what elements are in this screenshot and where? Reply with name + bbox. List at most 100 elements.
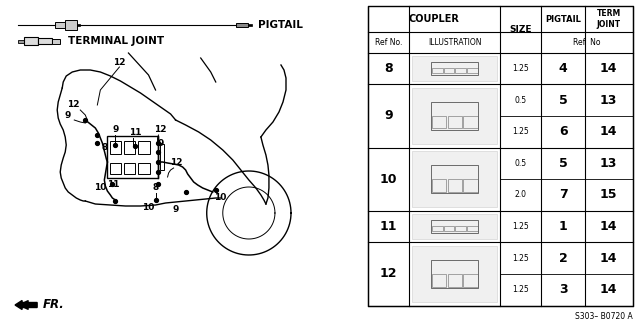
Text: 10: 10 (142, 203, 155, 212)
Bar (455, 68, 466, 73)
Bar (467, 226, 478, 231)
Text: 11: 11 (107, 180, 120, 189)
Text: 14: 14 (600, 125, 617, 138)
Text: TERMINAL JOINT: TERMINAL JOINT (68, 36, 164, 46)
Text: 15: 15 (600, 188, 617, 202)
Text: S303– B0720 A: S303– B0720 A (575, 312, 633, 320)
Bar (18, 39, 24, 43)
Text: PIGTAIL: PIGTAIL (258, 20, 303, 30)
Bar (467, 68, 478, 73)
Text: 2.0: 2.0 (515, 190, 527, 199)
Text: SIZE: SIZE (510, 25, 532, 34)
Text: 9: 9 (112, 125, 118, 134)
Bar (431, 260, 478, 288)
Text: 11: 11 (129, 128, 141, 137)
Bar (431, 62, 478, 75)
Text: 9: 9 (157, 139, 164, 148)
Text: 8: 8 (384, 62, 393, 75)
Bar (448, 274, 462, 286)
Text: 2: 2 (559, 252, 568, 265)
Text: 14: 14 (600, 220, 617, 233)
Bar (52, 38, 61, 44)
Bar (443, 68, 454, 73)
Bar (138, 163, 150, 174)
Bar (412, 88, 497, 144)
Text: 14: 14 (600, 252, 617, 265)
Text: 1.25: 1.25 (513, 64, 529, 73)
Bar (432, 68, 443, 73)
Text: 14: 14 (600, 283, 617, 296)
Text: Ref  No: Ref No (573, 38, 601, 47)
Bar (443, 226, 454, 231)
Text: 1.25: 1.25 (513, 254, 529, 263)
Bar (38, 38, 52, 44)
Bar (110, 163, 122, 174)
Bar (248, 24, 252, 26)
Text: 8: 8 (152, 183, 159, 192)
Bar (463, 116, 478, 129)
Text: FR.: FR. (43, 299, 65, 311)
Bar (159, 144, 164, 170)
Bar (65, 20, 77, 30)
Text: 14: 14 (600, 62, 617, 75)
Text: 1: 1 (559, 220, 568, 233)
Text: 11: 11 (380, 220, 397, 233)
Text: ILLUSTRATION: ILLUSTRATION (428, 38, 482, 47)
Text: 13: 13 (600, 94, 617, 107)
Text: 3: 3 (559, 283, 568, 296)
Text: 7: 7 (559, 188, 568, 202)
Bar (432, 226, 443, 231)
Bar (412, 246, 497, 302)
Bar (138, 141, 150, 154)
Bar (431, 165, 478, 193)
Text: 12: 12 (67, 100, 80, 109)
Text: 10: 10 (380, 173, 397, 186)
Text: Ref No.: Ref No. (375, 38, 403, 47)
Text: 8: 8 (101, 143, 108, 152)
Text: 0.5: 0.5 (515, 159, 527, 168)
Text: 9: 9 (64, 111, 71, 120)
Bar (431, 220, 478, 233)
Text: 10: 10 (94, 183, 106, 192)
Text: 4: 4 (559, 62, 568, 75)
Text: TERM
JOINT: TERM JOINT (597, 9, 621, 29)
Text: PIGTAIL: PIGTAIL (545, 15, 581, 24)
Text: 12: 12 (154, 125, 167, 134)
Bar (236, 23, 248, 27)
Bar (124, 141, 136, 154)
Text: 13: 13 (600, 157, 617, 170)
Bar (108, 136, 157, 178)
Bar (432, 274, 447, 286)
Bar (431, 102, 478, 130)
FancyArrow shape (15, 300, 37, 309)
Text: 5: 5 (559, 94, 568, 107)
Bar (24, 37, 38, 45)
Text: 1.25: 1.25 (513, 285, 529, 294)
Bar (110, 141, 122, 154)
Text: 12: 12 (380, 268, 397, 281)
Bar (432, 179, 447, 192)
Text: 9: 9 (173, 205, 179, 214)
Text: 12: 12 (113, 58, 125, 67)
Bar (124, 163, 136, 174)
Bar (412, 214, 497, 239)
Text: 1.25: 1.25 (513, 222, 529, 231)
Bar (448, 179, 462, 192)
Text: 12: 12 (170, 158, 183, 167)
Text: 10: 10 (214, 193, 226, 202)
Text: 9: 9 (384, 109, 393, 123)
Bar (448, 116, 462, 129)
Text: 6: 6 (559, 125, 568, 138)
Bar (412, 56, 497, 81)
Bar (463, 179, 478, 192)
Bar (463, 274, 478, 286)
Text: 0.5: 0.5 (515, 96, 527, 105)
Bar (432, 116, 447, 129)
Bar (455, 226, 466, 231)
Text: 1.25: 1.25 (513, 127, 529, 136)
Text: COUPLER: COUPLER (409, 14, 460, 24)
Bar (55, 22, 65, 28)
Bar (77, 24, 80, 26)
Text: 5: 5 (559, 157, 568, 170)
Bar (412, 151, 497, 207)
